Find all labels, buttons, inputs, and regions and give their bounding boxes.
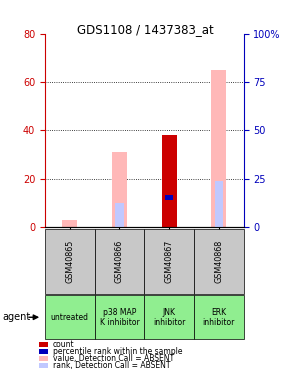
Text: ERK
inhibitor: ERK inhibitor bbox=[203, 308, 235, 327]
Bar bbox=[215, 181, 223, 227]
Bar bbox=[165, 195, 173, 200]
Text: count: count bbox=[53, 340, 75, 349]
Text: rank, Detection Call = ABSENT: rank, Detection Call = ABSENT bbox=[53, 361, 170, 370]
Bar bbox=[165, 195, 173, 227]
Text: percentile rank within the sample: percentile rank within the sample bbox=[53, 347, 182, 356]
Bar bbox=[115, 203, 124, 227]
Text: value, Detection Call = ABSENT: value, Detection Call = ABSENT bbox=[53, 354, 174, 363]
Text: untreated: untreated bbox=[51, 313, 89, 322]
Bar bbox=[62, 220, 77, 227]
Bar bbox=[162, 135, 177, 227]
Bar bbox=[162, 201, 177, 227]
Text: agent: agent bbox=[2, 312, 30, 322]
Bar bbox=[112, 152, 127, 227]
Text: GDS1108 / 1437383_at: GDS1108 / 1437383_at bbox=[77, 23, 213, 36]
Text: p38 MAP
K inhibitor: p38 MAP K inhibitor bbox=[99, 308, 139, 327]
Text: GSM40866: GSM40866 bbox=[115, 240, 124, 283]
Text: JNK
inhibitor: JNK inhibitor bbox=[153, 308, 185, 327]
Text: GSM40865: GSM40865 bbox=[65, 240, 74, 283]
Bar bbox=[211, 70, 226, 227]
Text: GSM40868: GSM40868 bbox=[214, 240, 223, 283]
Text: GSM40867: GSM40867 bbox=[165, 240, 174, 283]
